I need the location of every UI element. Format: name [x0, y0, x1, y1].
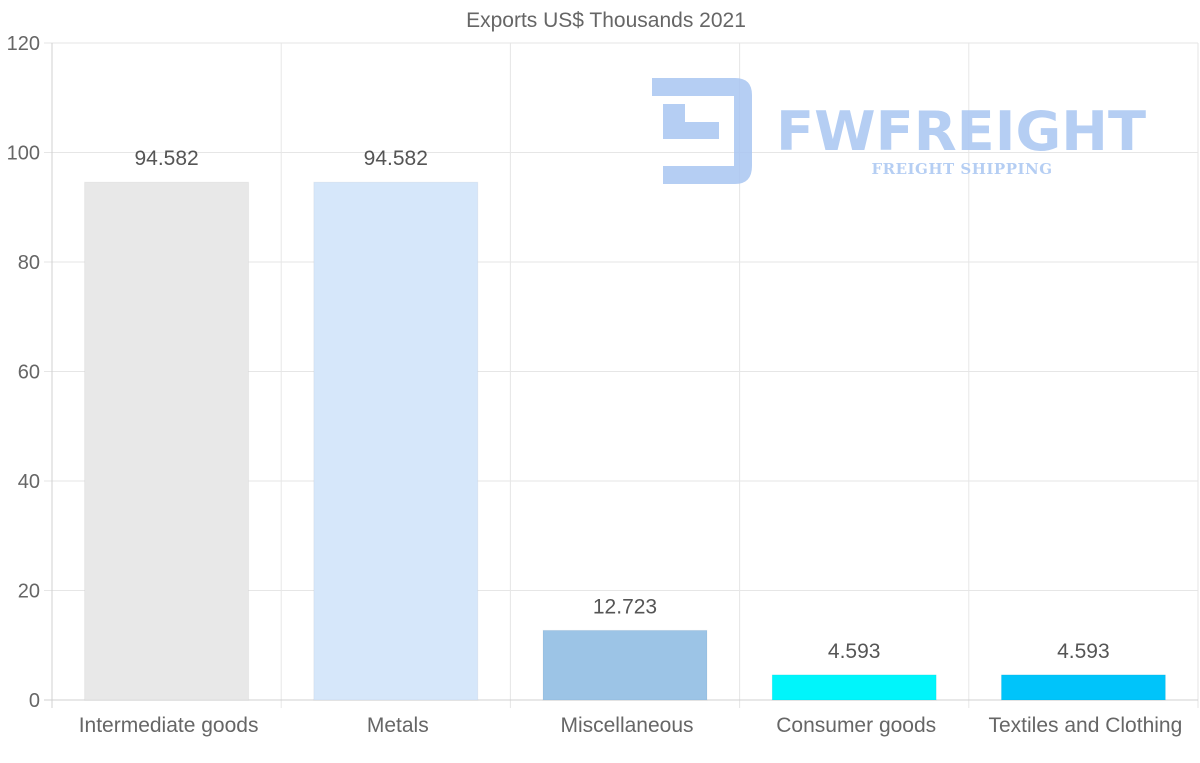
x-tick-label: Metals: [367, 714, 429, 737]
y-tick-label: 60: [18, 362, 40, 384]
bar: [84, 181, 250, 701]
bar-value-label: 4.593: [828, 640, 881, 663]
bar-value-label: 12.723: [593, 595, 657, 618]
x-tick-label: Consumer goods: [776, 714, 936, 737]
y-tick-label: 100: [7, 143, 40, 165]
bar-value-label: 94.582: [364, 147, 428, 170]
y-tick-label: 0: [29, 690, 40, 712]
bar-value-label: 94.582: [134, 147, 198, 170]
y-tick-label: 40: [18, 471, 40, 493]
bar: [313, 181, 479, 701]
watermark: FWFREIGHT FREIGHT SHIPPING: [652, 78, 1146, 184]
bars: [84, 181, 1166, 701]
y-tick-label: 20: [18, 581, 40, 603]
watermark-brand: FWFREIGHT: [776, 100, 1146, 163]
x-tick-label: Textiles and Clothing: [989, 714, 1183, 737]
bar-value-label: 4.593: [1057, 640, 1110, 663]
bar: [1000, 674, 1166, 701]
y-tick-label: 120: [7, 33, 40, 55]
fwfreight-logo-icon: [652, 78, 752, 184]
x-tick-label: Intermediate goods: [79, 714, 259, 737]
bar: [771, 674, 937, 701]
x-axis-labels: Intermediate goods Metals Miscellaneous Con…: [79, 714, 1183, 737]
y-tick-label: 80: [18, 252, 40, 274]
watermark-tagline: FREIGHT SHIPPING: [871, 160, 1052, 178]
data-labels: 94.582 94.582 12.723 4.593 4.593: [134, 147, 1109, 663]
x-tick-label: Miscellaneous: [560, 714, 693, 737]
y-axis-ticks: 0 20 40 60 80 100 120: [7, 33, 40, 712]
bar: [542, 629, 708, 701]
chart-title: Exports US$ Thousands 2021: [466, 9, 746, 32]
